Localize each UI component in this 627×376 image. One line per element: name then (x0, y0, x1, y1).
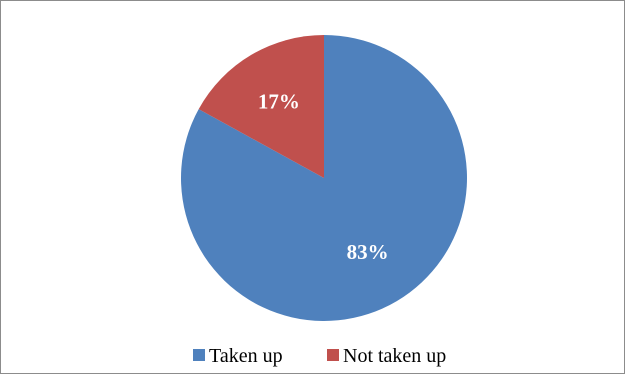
pie-slice-not-taken-up (198, 35, 324, 178)
data-label-not-taken-up: 17% (258, 90, 300, 114)
legend-swatch-not-taken-up (327, 349, 339, 361)
legend-swatch-taken-up (193, 349, 205, 361)
legend-label-taken-up: Taken up (209, 345, 283, 367)
legend-label-not-taken-up: Not taken up (343, 345, 446, 367)
data-label-taken-up: 83% (347, 240, 389, 264)
pie-slices (180, 35, 467, 322)
pie-slice-taken-up (180, 35, 467, 322)
pie-data-labels: 83% 17% (258, 90, 389, 264)
legend: Taken up Not taken up (193, 345, 446, 367)
